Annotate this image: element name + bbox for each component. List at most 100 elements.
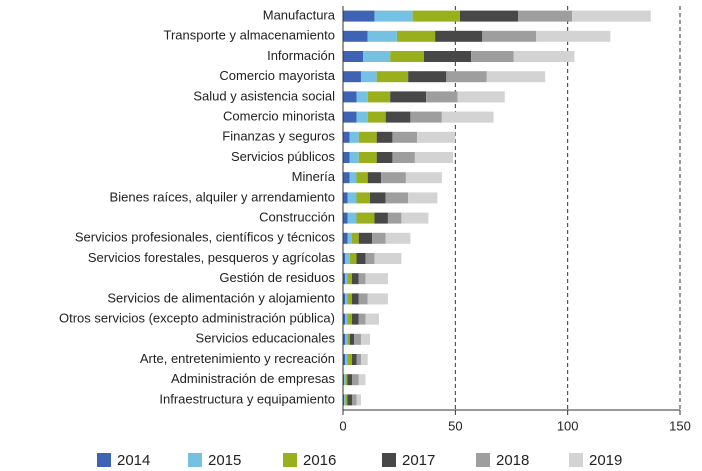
bar-segment <box>351 354 357 365</box>
bar-segment <box>374 253 402 264</box>
legend-swatch <box>188 453 202 467</box>
bar-segment <box>408 192 438 204</box>
bar-segment <box>423 51 472 62</box>
bar-segment <box>343 212 348 224</box>
legend-label: 2019 <box>589 452 622 469</box>
bar-segment <box>349 172 357 184</box>
bar-segment <box>360 354 368 365</box>
bar-segment <box>441 111 494 123</box>
bar-segment <box>401 212 429 224</box>
bar-segment <box>344 374 346 386</box>
bar-segment <box>385 111 411 123</box>
y-tick-label: Otros servicios (excepto administración … <box>59 311 335 326</box>
bar-segment <box>367 30 397 42</box>
bar-segment <box>367 172 382 184</box>
bar-segment <box>349 333 355 345</box>
bar-segment <box>343 192 348 204</box>
bar-segment <box>347 232 352 244</box>
bar-segment <box>343 232 348 244</box>
bar-segment <box>356 91 368 103</box>
bar-segment <box>347 374 352 386</box>
bar-segment <box>343 131 350 143</box>
bar-segment <box>356 253 366 264</box>
bar-segment <box>347 293 352 305</box>
bar-segment <box>471 51 514 62</box>
bar-segment <box>347 212 357 224</box>
bar-segment <box>385 192 409 204</box>
y-tick-label: Servicios profesionales, científicos y t… <box>75 230 336 245</box>
y-tick-label: Comercio mayorista <box>219 68 335 83</box>
bar-segment <box>374 10 413 22</box>
bar-segment <box>345 273 348 285</box>
y-tick-label: Bienes raíces, alquiler y arrendamiento <box>110 189 335 204</box>
bar-segment <box>343 10 375 22</box>
legend-swatch <box>283 453 297 467</box>
bar-segment <box>345 293 348 305</box>
bar-segment <box>347 273 352 285</box>
bar-segment <box>345 313 348 325</box>
bar-segment <box>405 172 442 184</box>
bar-segment <box>381 172 406 184</box>
bar-segment <box>356 394 361 406</box>
legend-swatch <box>569 453 583 467</box>
y-tick-label: Servicios de alimentación y alojamiento <box>107 290 335 305</box>
bar-segment <box>343 374 345 386</box>
bar-segment <box>374 212 388 224</box>
bar-segment <box>347 313 352 325</box>
bar-segment <box>390 91 427 103</box>
bar-segment <box>536 30 611 42</box>
y-tick-label: Servicios educacionales <box>196 331 336 346</box>
bar-segment <box>385 232 411 244</box>
bar-segment <box>408 71 447 83</box>
legend-label: 2017 <box>402 452 435 469</box>
bar-segment <box>435 30 483 42</box>
y-tick-label: Servicios públicos <box>231 149 336 164</box>
y-tick-label: Administración de empresas <box>171 371 336 386</box>
bar-segment <box>365 273 388 285</box>
bar-segment <box>367 111 386 123</box>
bar-segment <box>376 152 393 163</box>
bar-segment <box>356 354 361 365</box>
bar-segment <box>347 333 350 345</box>
bar-segment <box>518 10 573 22</box>
bar-segment <box>347 192 357 204</box>
bar-segment <box>356 212 375 224</box>
bar-segment <box>349 253 357 264</box>
bar-segment <box>347 354 352 365</box>
bar-segment <box>343 253 346 264</box>
legend-swatch <box>476 453 490 467</box>
bar-segment <box>376 71 409 83</box>
bar-segment <box>358 313 366 325</box>
bar-segment <box>396 30 436 42</box>
bar-segment <box>392 152 415 163</box>
bar-segment <box>351 374 359 386</box>
bar-segment <box>358 152 377 163</box>
bar-segment <box>351 273 359 285</box>
y-tick-label: Comercio minorista <box>223 109 336 124</box>
bar-segment <box>392 131 418 143</box>
bar-segment <box>351 394 357 406</box>
legend-label: 2014 <box>117 452 150 469</box>
x-tick-label: 50 <box>448 418 462 433</box>
bar-segment <box>345 253 350 264</box>
legend-label: 2016 <box>303 452 336 469</box>
bar-segment <box>343 30 368 42</box>
bar-segment <box>358 293 368 305</box>
y-tick-label: Finanzas y seguros <box>222 129 335 144</box>
bar-segment <box>343 293 346 305</box>
bar-segment <box>387 212 402 224</box>
bar-segment <box>356 192 370 204</box>
bar-segment <box>345 354 348 365</box>
bar-segment <box>345 394 348 406</box>
bar-segment <box>358 273 366 285</box>
bar-segment <box>367 91 391 103</box>
bar-segment <box>412 10 460 22</box>
bar-segment <box>343 71 361 83</box>
bar-segment <box>426 91 458 103</box>
bar-segment <box>343 152 350 163</box>
y-tick-label: Servicios forestales, pesqueros y agríco… <box>88 250 336 265</box>
bar-segment <box>343 51 364 62</box>
y-tick-label: Transporte y almacenamiento <box>164 28 336 43</box>
bar-segment <box>347 394 352 406</box>
